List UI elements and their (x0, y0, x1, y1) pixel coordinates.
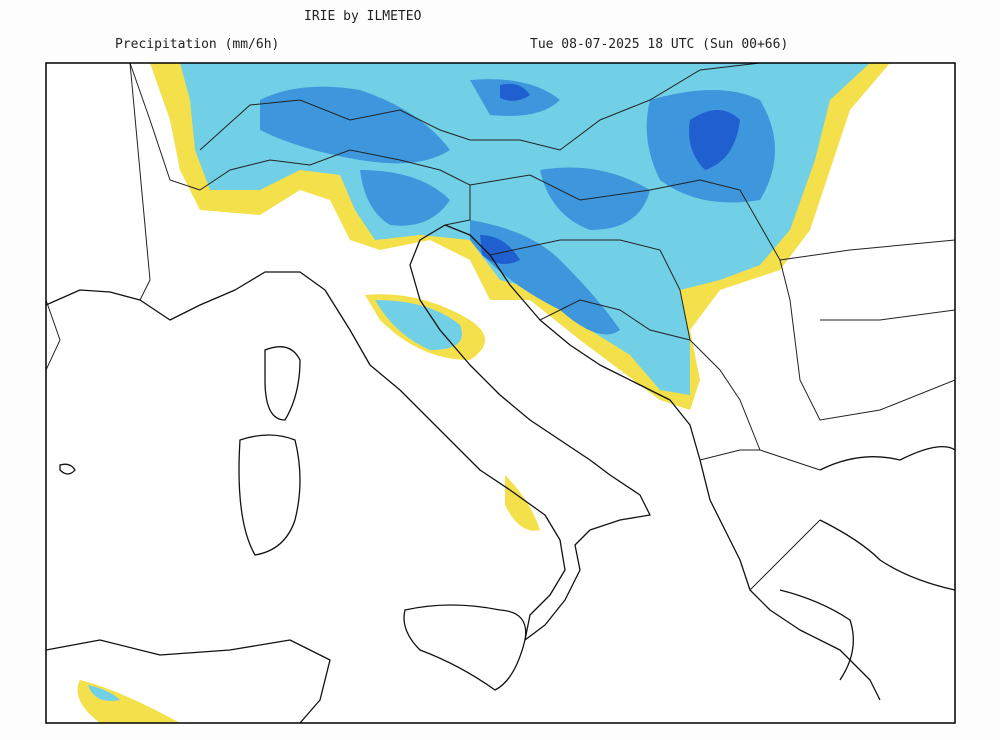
precipitation (77, 63, 890, 723)
map-frame (45, 62, 956, 724)
valid-time: Tue 08-07-2025 18 UTC (Sun 00+66) (530, 37, 789, 52)
coastlines (46, 224, 955, 723)
field-label: Precipitation (mm/6h) (115, 37, 280, 52)
borders (46, 63, 955, 591)
title: IRIE by ILMETEO (304, 9, 422, 24)
